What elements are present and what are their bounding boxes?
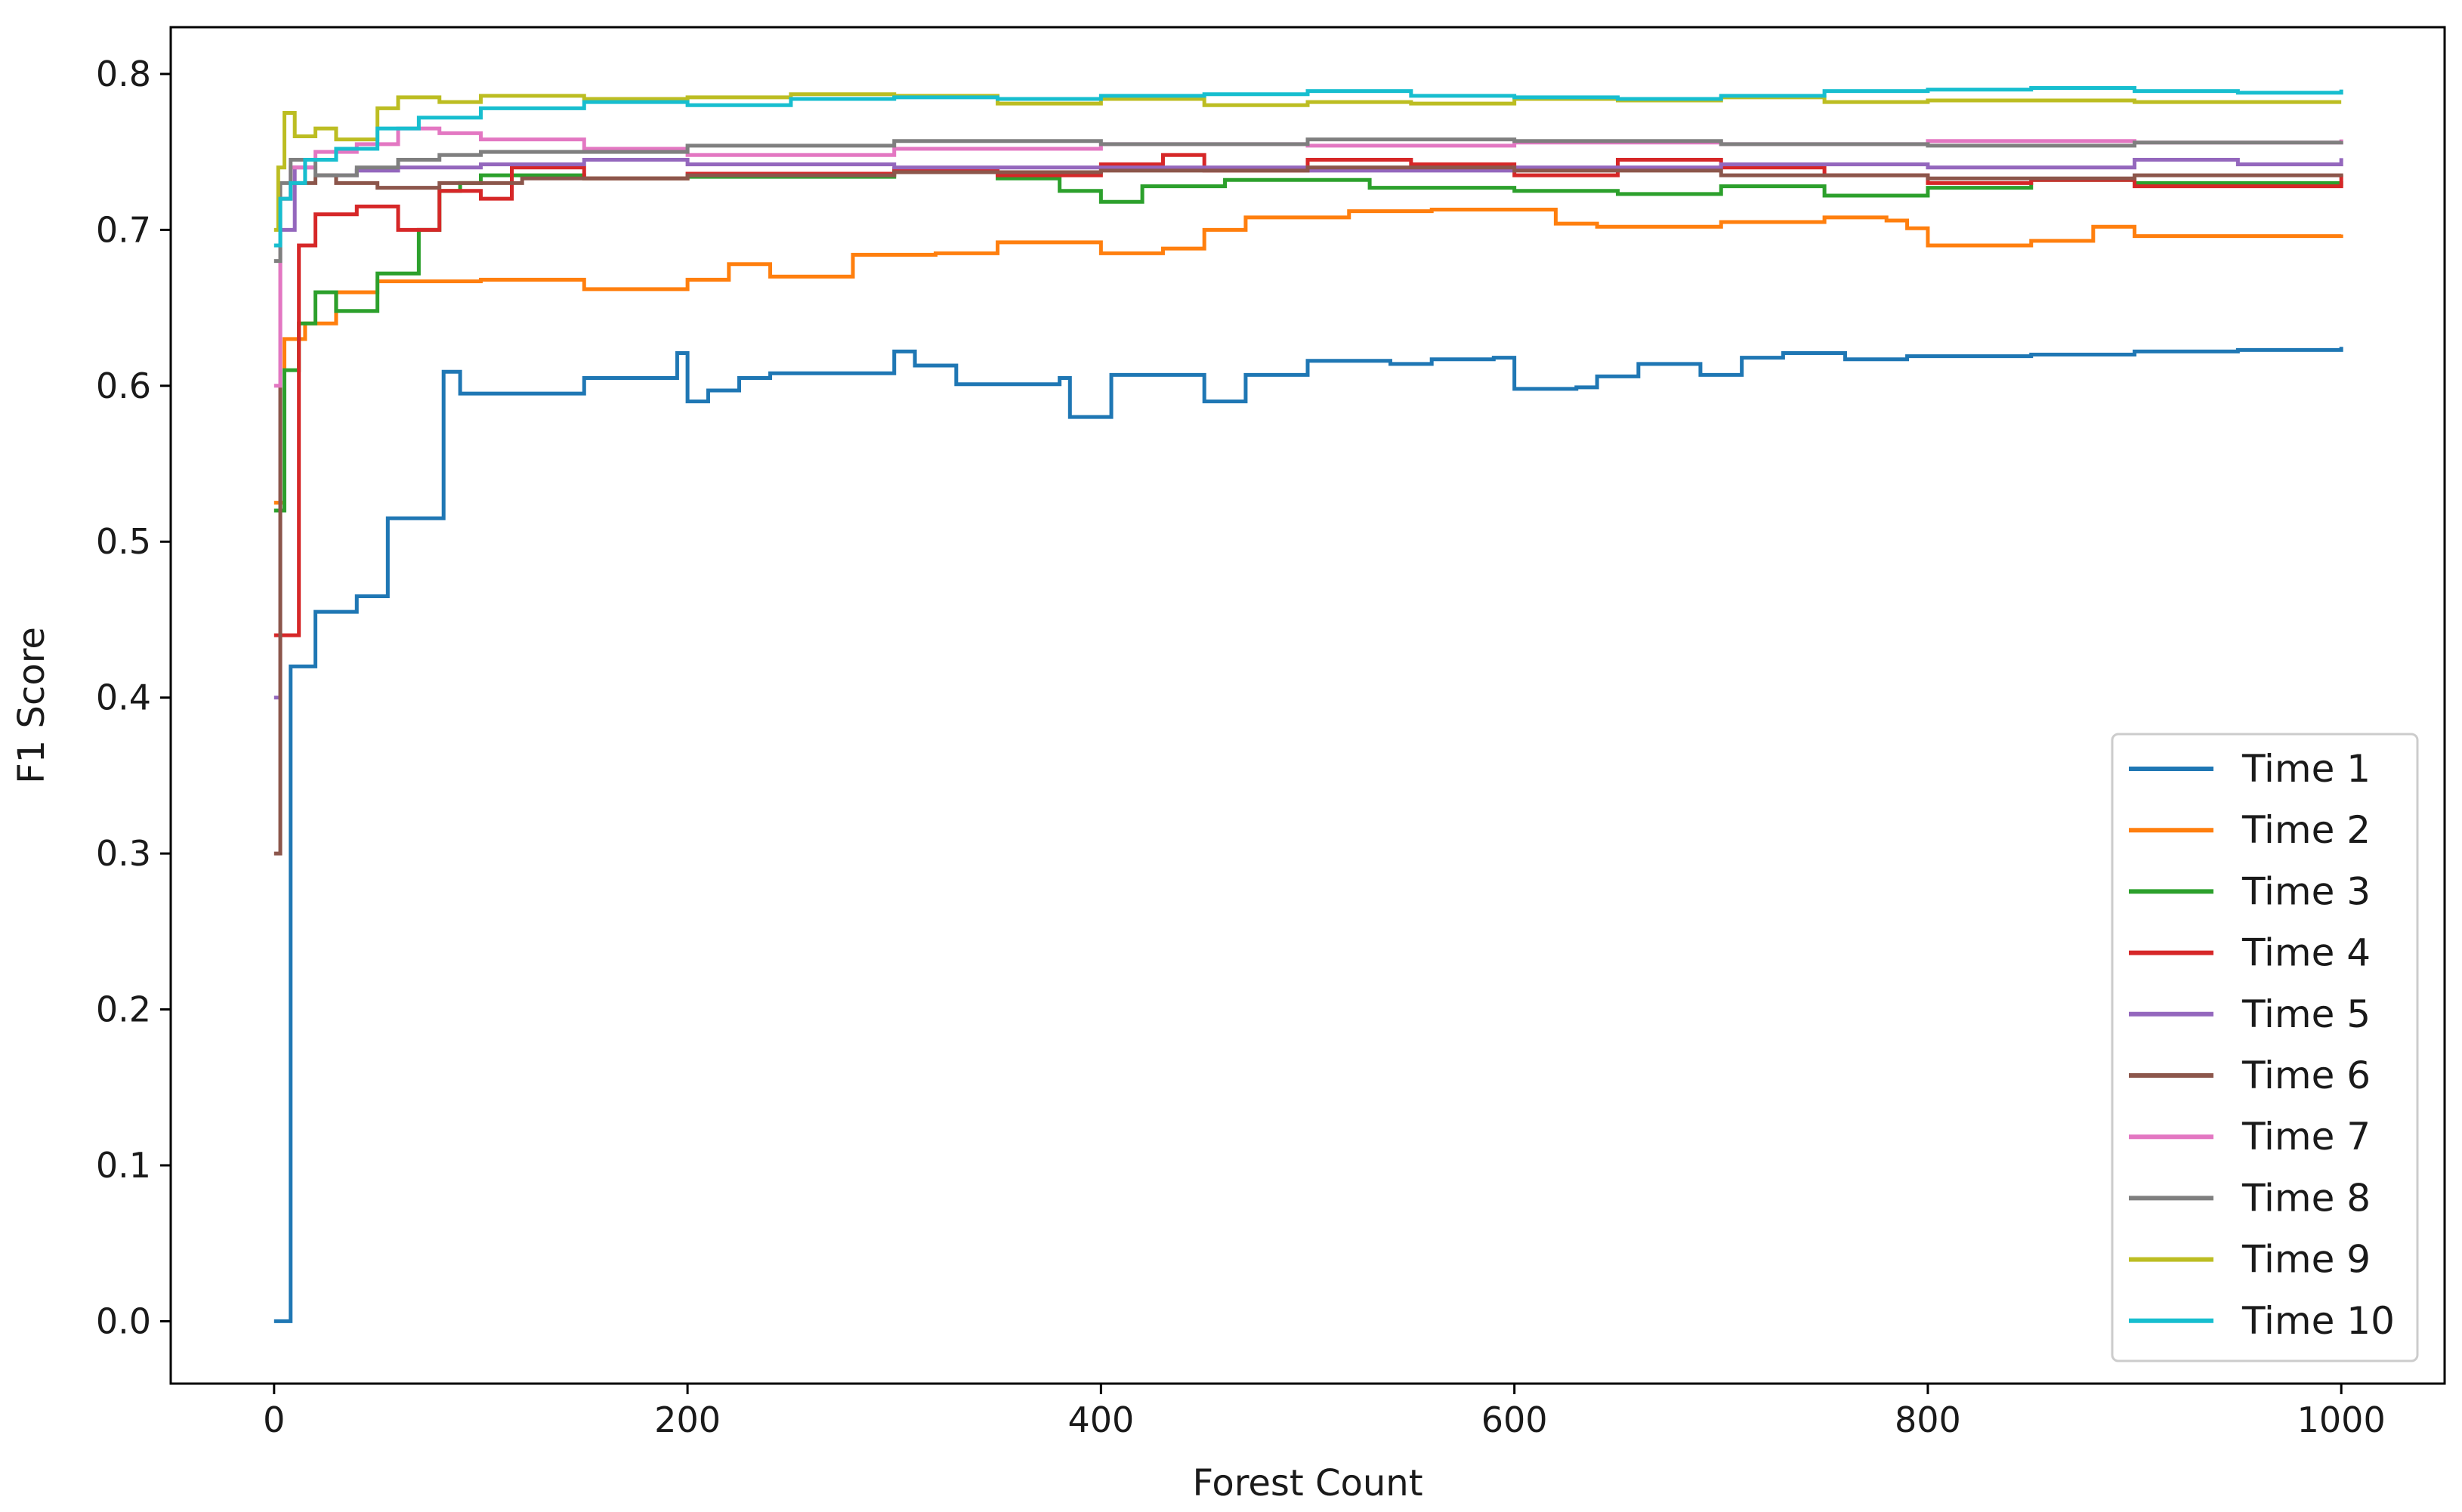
x-tick-label: 800: [1895, 1399, 1961, 1440]
x-tick-label: 200: [654, 1399, 721, 1440]
x-tick-label: 1000: [2297, 1399, 2386, 1440]
y-tick-label: 0.8: [96, 54, 151, 94]
x-axis-label: Forest Count: [1192, 1462, 1423, 1504]
legend-label: Time 2: [2241, 808, 2371, 852]
y-tick-label: 0.3: [96, 833, 151, 874]
y-tick-label: 0.0: [96, 1301, 151, 1341]
legend-label: Time 6: [2241, 1054, 2371, 1097]
plot-frame: [169, 26, 2446, 1385]
legend-label: Time 5: [2241, 992, 2371, 1036]
y-tick-label: 0.5: [96, 521, 151, 562]
legend: Time 1 Time 2 Time 3 Time 4 Time 5 Time 6 Time…: [2111, 733, 2419, 1362]
legend-items: Time 1 Time 2 Time 3 Time 4 Time 5 Time 6 Time…: [2129, 747, 2395, 1343]
legend-label: Time 10: [2241, 1299, 2395, 1343]
legend-label: Time 3: [2241, 869, 2371, 913]
series-line-1: [273, 347, 2343, 1323]
series-line-10: [273, 86, 2343, 248]
series-line-4: [273, 153, 2343, 637]
plot-area: [169, 26, 2446, 1385]
legend-label: Time 8: [2241, 1176, 2371, 1220]
legend-label: Time 1: [2241, 747, 2371, 791]
y-axis: 0.0 0.1 0.2 0.3 0.4 0.5 0.6 0.7 0.8: [96, 54, 171, 1341]
legend-label: Time 7: [2241, 1115, 2371, 1159]
x-tick-label: 400: [1067, 1399, 1134, 1440]
series-line-2: [273, 208, 2343, 505]
y-tick-label: 0.2: [96, 989, 151, 1030]
legend-label: Time 9: [2241, 1238, 2371, 1282]
y-tick-label: 0.4: [96, 677, 151, 718]
series-layer: [273, 86, 2343, 1323]
series-line-6: [273, 165, 2343, 856]
x-tick-label: 600: [1481, 1399, 1548, 1440]
y-tick-label: 0.1: [96, 1145, 151, 1186]
y-axis-label: F1 Score: [11, 627, 53, 784]
series-line-3: [273, 168, 2343, 513]
series-line-8: [273, 137, 2343, 264]
legend-label: Time 4: [2241, 931, 2371, 975]
x-axis: 0 200 400 600 800 1000: [263, 1384, 2386, 1440]
y-tick-label: 0.6: [96, 366, 151, 406]
x-tick-label: 0: [263, 1399, 285, 1440]
y-tick-label: 0.7: [96, 209, 151, 250]
